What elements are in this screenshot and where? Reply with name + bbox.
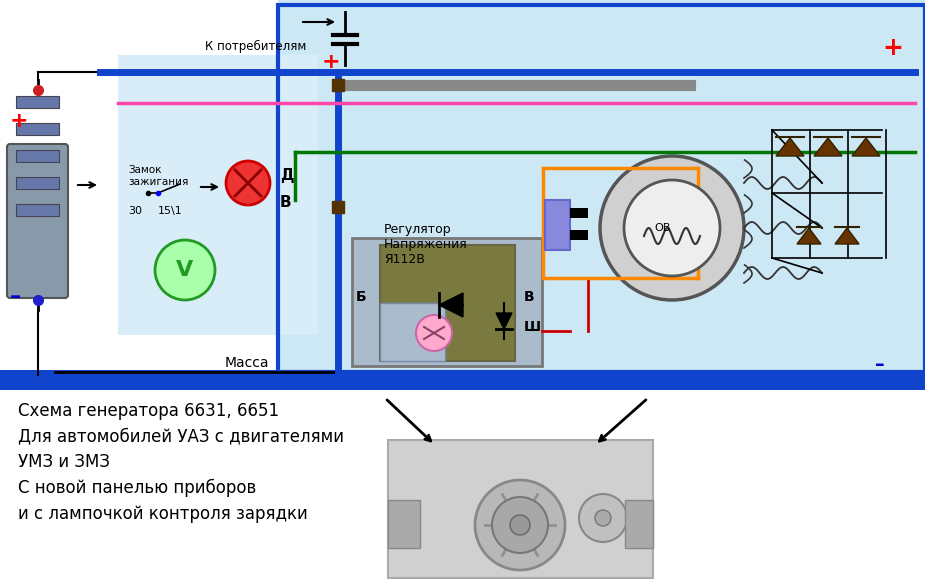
Polygon shape	[776, 138, 804, 156]
Circle shape	[416, 315, 452, 351]
Text: Д: Д	[280, 168, 293, 183]
Bar	[16, 177, 59, 189]
Text: 15\1: 15\1	[158, 206, 183, 216]
Text: Регулятор
Напряжения
Я112В: Регулятор Напряжения Я112В	[384, 223, 468, 266]
Polygon shape	[797, 228, 821, 244]
Bar	[0, 370, 925, 390]
Bar	[388, 440, 653, 578]
Text: 30: 30	[128, 206, 142, 216]
Text: К потребителям: К потребителям	[205, 40, 306, 53]
Bar	[545, 200, 570, 250]
Bar	[380, 245, 515, 361]
Bar	[16, 123, 59, 135]
Bar	[625, 500, 653, 548]
Bar	[380, 303, 445, 361]
Bar	[570, 230, 588, 240]
Circle shape	[226, 161, 270, 205]
Text: Масса: Масса	[225, 356, 269, 370]
Circle shape	[579, 494, 627, 542]
Polygon shape	[439, 293, 463, 317]
Text: +: +	[322, 52, 340, 72]
Polygon shape	[814, 138, 842, 156]
Polygon shape	[852, 138, 880, 156]
Circle shape	[155, 240, 215, 300]
Text: Б: Б	[356, 290, 366, 304]
Text: В: В	[524, 290, 535, 304]
Bar	[16, 150, 59, 162]
Polygon shape	[835, 228, 859, 244]
Bar	[278, 5, 925, 372]
Bar	[16, 96, 59, 108]
Circle shape	[624, 180, 720, 276]
Bar	[388, 500, 420, 548]
Text: Замок
зажигания: Замок зажигания	[128, 165, 189, 186]
Bar	[118, 55, 318, 335]
Bar	[278, 0, 925, 372]
Text: +: +	[10, 111, 29, 131]
Circle shape	[510, 515, 530, 535]
Bar	[352, 238, 542, 366]
FancyBboxPatch shape	[7, 144, 68, 298]
Bar	[16, 204, 59, 216]
Text: –: –	[10, 287, 21, 307]
Circle shape	[595, 510, 611, 526]
Bar	[570, 208, 588, 218]
Circle shape	[600, 156, 744, 300]
Text: Схема генератора 6631, 6651
Для автомобилей УАЗ с двигателями
УМЗ и ЗМЗ
С новой : Схема генератора 6631, 6651 Для автомоби…	[18, 402, 344, 523]
Circle shape	[475, 480, 565, 570]
Text: Ш: Ш	[524, 320, 541, 334]
Text: ОВ: ОВ	[654, 223, 671, 233]
Polygon shape	[496, 313, 512, 329]
Circle shape	[492, 497, 548, 553]
Text: В: В	[280, 195, 291, 210]
Text: V: V	[177, 260, 193, 280]
Text: +: +	[882, 36, 903, 60]
Text: –: –	[875, 355, 884, 374]
